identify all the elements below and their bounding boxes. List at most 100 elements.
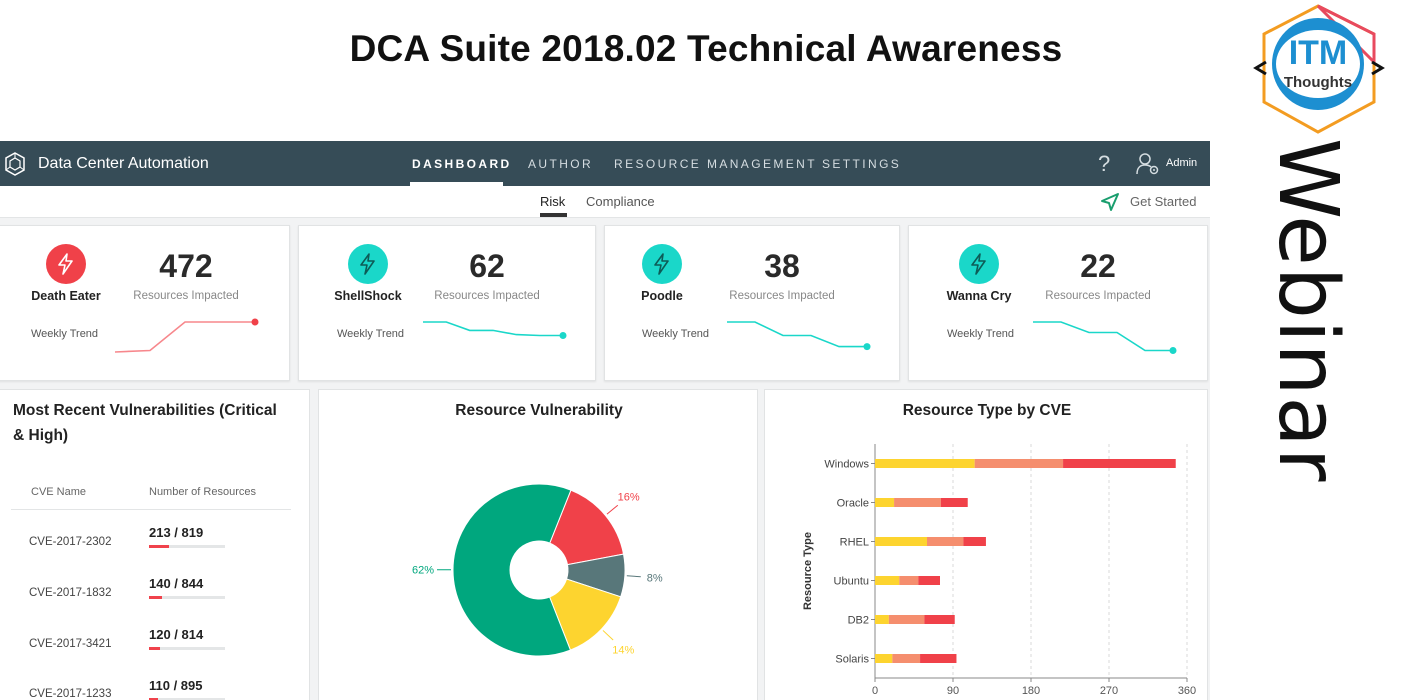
help-icon[interactable]: ?: [1098, 151, 1111, 176]
stacked-bar-chart: 0 90 180 270 360 Windows Oracle RHEL Ubuntu DB2 So…: [802, 444, 1196, 697]
webinar-label: Webinar: [1260, 138, 1355, 483]
weekly-trend-label: Weekly Trend: [337, 328, 405, 340]
trend-line: [114, 321, 255, 353]
category-label: RHEL: [840, 537, 869, 549]
card-wanna-cry[interactable]: Wanna Cry 22 Resources Impacted Weekly T…: [908, 225, 1208, 381]
weekly-trend-label: Weekly Trend: [642, 328, 710, 340]
weekly-trend-sparkline: [1033, 321, 1177, 354]
card-poodle[interactable]: Poodle 38 Resources Impacted Weekly Tren…: [604, 225, 900, 381]
slice-label: 16%: [618, 491, 640, 503]
card-count: 38: [764, 248, 800, 284]
slice-label-leader: [602, 630, 614, 641]
slice-label: 8%: [647, 573, 663, 585]
donut-chart: 16% 8% 14% 62%: [412, 483, 663, 657]
progress-bar-fill: [149, 698, 159, 700]
cve-name: CVE-2017-2302: [29, 536, 112, 548]
trend-line: [727, 321, 867, 348]
pie-slice[interactable]: [549, 489, 625, 566]
app-name: Data Center Automation: [38, 155, 209, 172]
nav-resource-management[interactable]: RESOURCE MANAGEMENT: [614, 157, 817, 171]
card-death-eater[interactable]: Death Eater 472 Resources Impacted Weekl…: [0, 225, 290, 381]
lightning-icon: [348, 244, 388, 284]
panel-title-line2: & High): [13, 427, 69, 444]
lightning-icon: [642, 244, 682, 284]
category-label: Ubuntu: [834, 576, 869, 588]
card-name: Poodle: [641, 289, 683, 303]
progress-bar-fill: [149, 596, 162, 599]
tab-risk[interactable]: Risk: [540, 194, 566, 209]
card-name: ShellShock: [334, 289, 402, 303]
bar-segment[interactable]: [918, 576, 940, 585]
slice-label: 62%: [412, 565, 434, 577]
bar-segment[interactable]: [875, 615, 889, 624]
category-label: Oracle: [837, 498, 869, 510]
bar-segment[interactable]: [924, 615, 955, 624]
get-started-link[interactable]: Get Started: [1130, 194, 1197, 209]
bar-segment[interactable]: [927, 537, 964, 546]
x-tick-label: 0: [872, 685, 878, 697]
active-subtab-indicator: [540, 213, 567, 217]
bar-segment[interactable]: [1063, 459, 1176, 468]
cve-name: CVE-2017-1233: [29, 688, 112, 700]
logo-line1: ITM: [1289, 34, 1348, 72]
x-tick-label: 180: [1022, 685, 1040, 697]
nav-settings[interactable]: SETTINGS: [822, 157, 902, 171]
bar-segment[interactable]: [963, 537, 986, 546]
recent-vulnerabilities-panel: Most Recent Vulnerabilities (Critical & …: [0, 389, 310, 700]
progress-bar-fill: [149, 545, 169, 548]
x-tick-label: 360: [1178, 685, 1196, 697]
trend-line: [1033, 321, 1173, 352]
x-tick-label: 270: [1100, 685, 1118, 697]
logo-line2: Thoughts: [1284, 74, 1352, 91]
active-nav-indicator: [410, 182, 503, 186]
slice-label-leader: [626, 575, 641, 578]
card-subtitle: Resources Impacted: [133, 290, 239, 302]
bar-segment[interactable]: [875, 537, 927, 546]
column-header-number-of-resources: Number of Resources: [149, 486, 256, 498]
lightning-icon: [959, 244, 999, 284]
card-count: 62: [469, 248, 505, 284]
slice-label-leader: [606, 504, 619, 515]
resource-count: 110 / 895: [149, 678, 203, 693]
resource-type-by-cve-panel: Resource Type by CVE 0 90 180 270 360 Windows…: [764, 389, 1208, 700]
card-name: Death Eater: [31, 289, 101, 303]
bar-segment[interactable]: [888, 615, 925, 624]
card-subtitle: Resources Impacted: [1045, 290, 1151, 302]
card-subtitle: Resources Impacted: [729, 290, 835, 302]
weekly-trend-label: Weekly Trend: [31, 328, 99, 340]
bar-segment[interactable]: [894, 498, 941, 507]
bar-segment[interactable]: [875, 498, 895, 507]
progress-bar: [149, 596, 225, 599]
bar-segment[interactable]: [899, 576, 919, 585]
column-header-cve-name: CVE Name: [31, 486, 87, 498]
bar-segment[interactable]: [974, 459, 1064, 468]
card-shellshock[interactable]: ShellShock 62 Resources Impacted Weekly …: [298, 225, 596, 381]
navigation-arrow-icon[interactable]: [1100, 192, 1120, 212]
nav-dashboard[interactable]: DASHBOARD: [412, 157, 512, 171]
bar-segment[interactable]: [920, 654, 957, 663]
nav-author[interactable]: AUTHOR: [528, 157, 594, 171]
bar-segment[interactable]: [940, 498, 968, 507]
bar-segment[interactable]: [875, 576, 900, 585]
user-settings-icon[interactable]: [1136, 152, 1160, 176]
resource-count: 140 / 844: [149, 576, 204, 591]
bar-segment[interactable]: [875, 654, 893, 663]
tab-compliance[interactable]: Compliance: [586, 194, 655, 209]
sub-tab-bar: Risk Compliance Get Started: [0, 186, 1210, 218]
progress-bar: [149, 647, 225, 650]
y-axis-label: Resource Type: [802, 532, 814, 610]
trend-line: [423, 321, 563, 337]
slice-label: 14%: [612, 645, 634, 657]
weekly-trend-sparkline: [423, 321, 567, 339]
x-tick-label: 90: [947, 685, 959, 697]
category-label: Windows: [824, 459, 869, 471]
user-name[interactable]: Admin: [1166, 157, 1198, 169]
pie-slice[interactable]: [452, 483, 572, 657]
category-label: Solaris: [835, 654, 869, 666]
bar-segment[interactable]: [875, 459, 975, 468]
resource-count: 120 / 814: [149, 627, 204, 642]
itm-thoughts-logo: ITM Thoughts: [1253, 4, 1385, 134]
panel-title-line1: Most Recent Vulnerabilities (Critical: [13, 402, 277, 419]
bar-segment[interactable]: [892, 654, 921, 663]
